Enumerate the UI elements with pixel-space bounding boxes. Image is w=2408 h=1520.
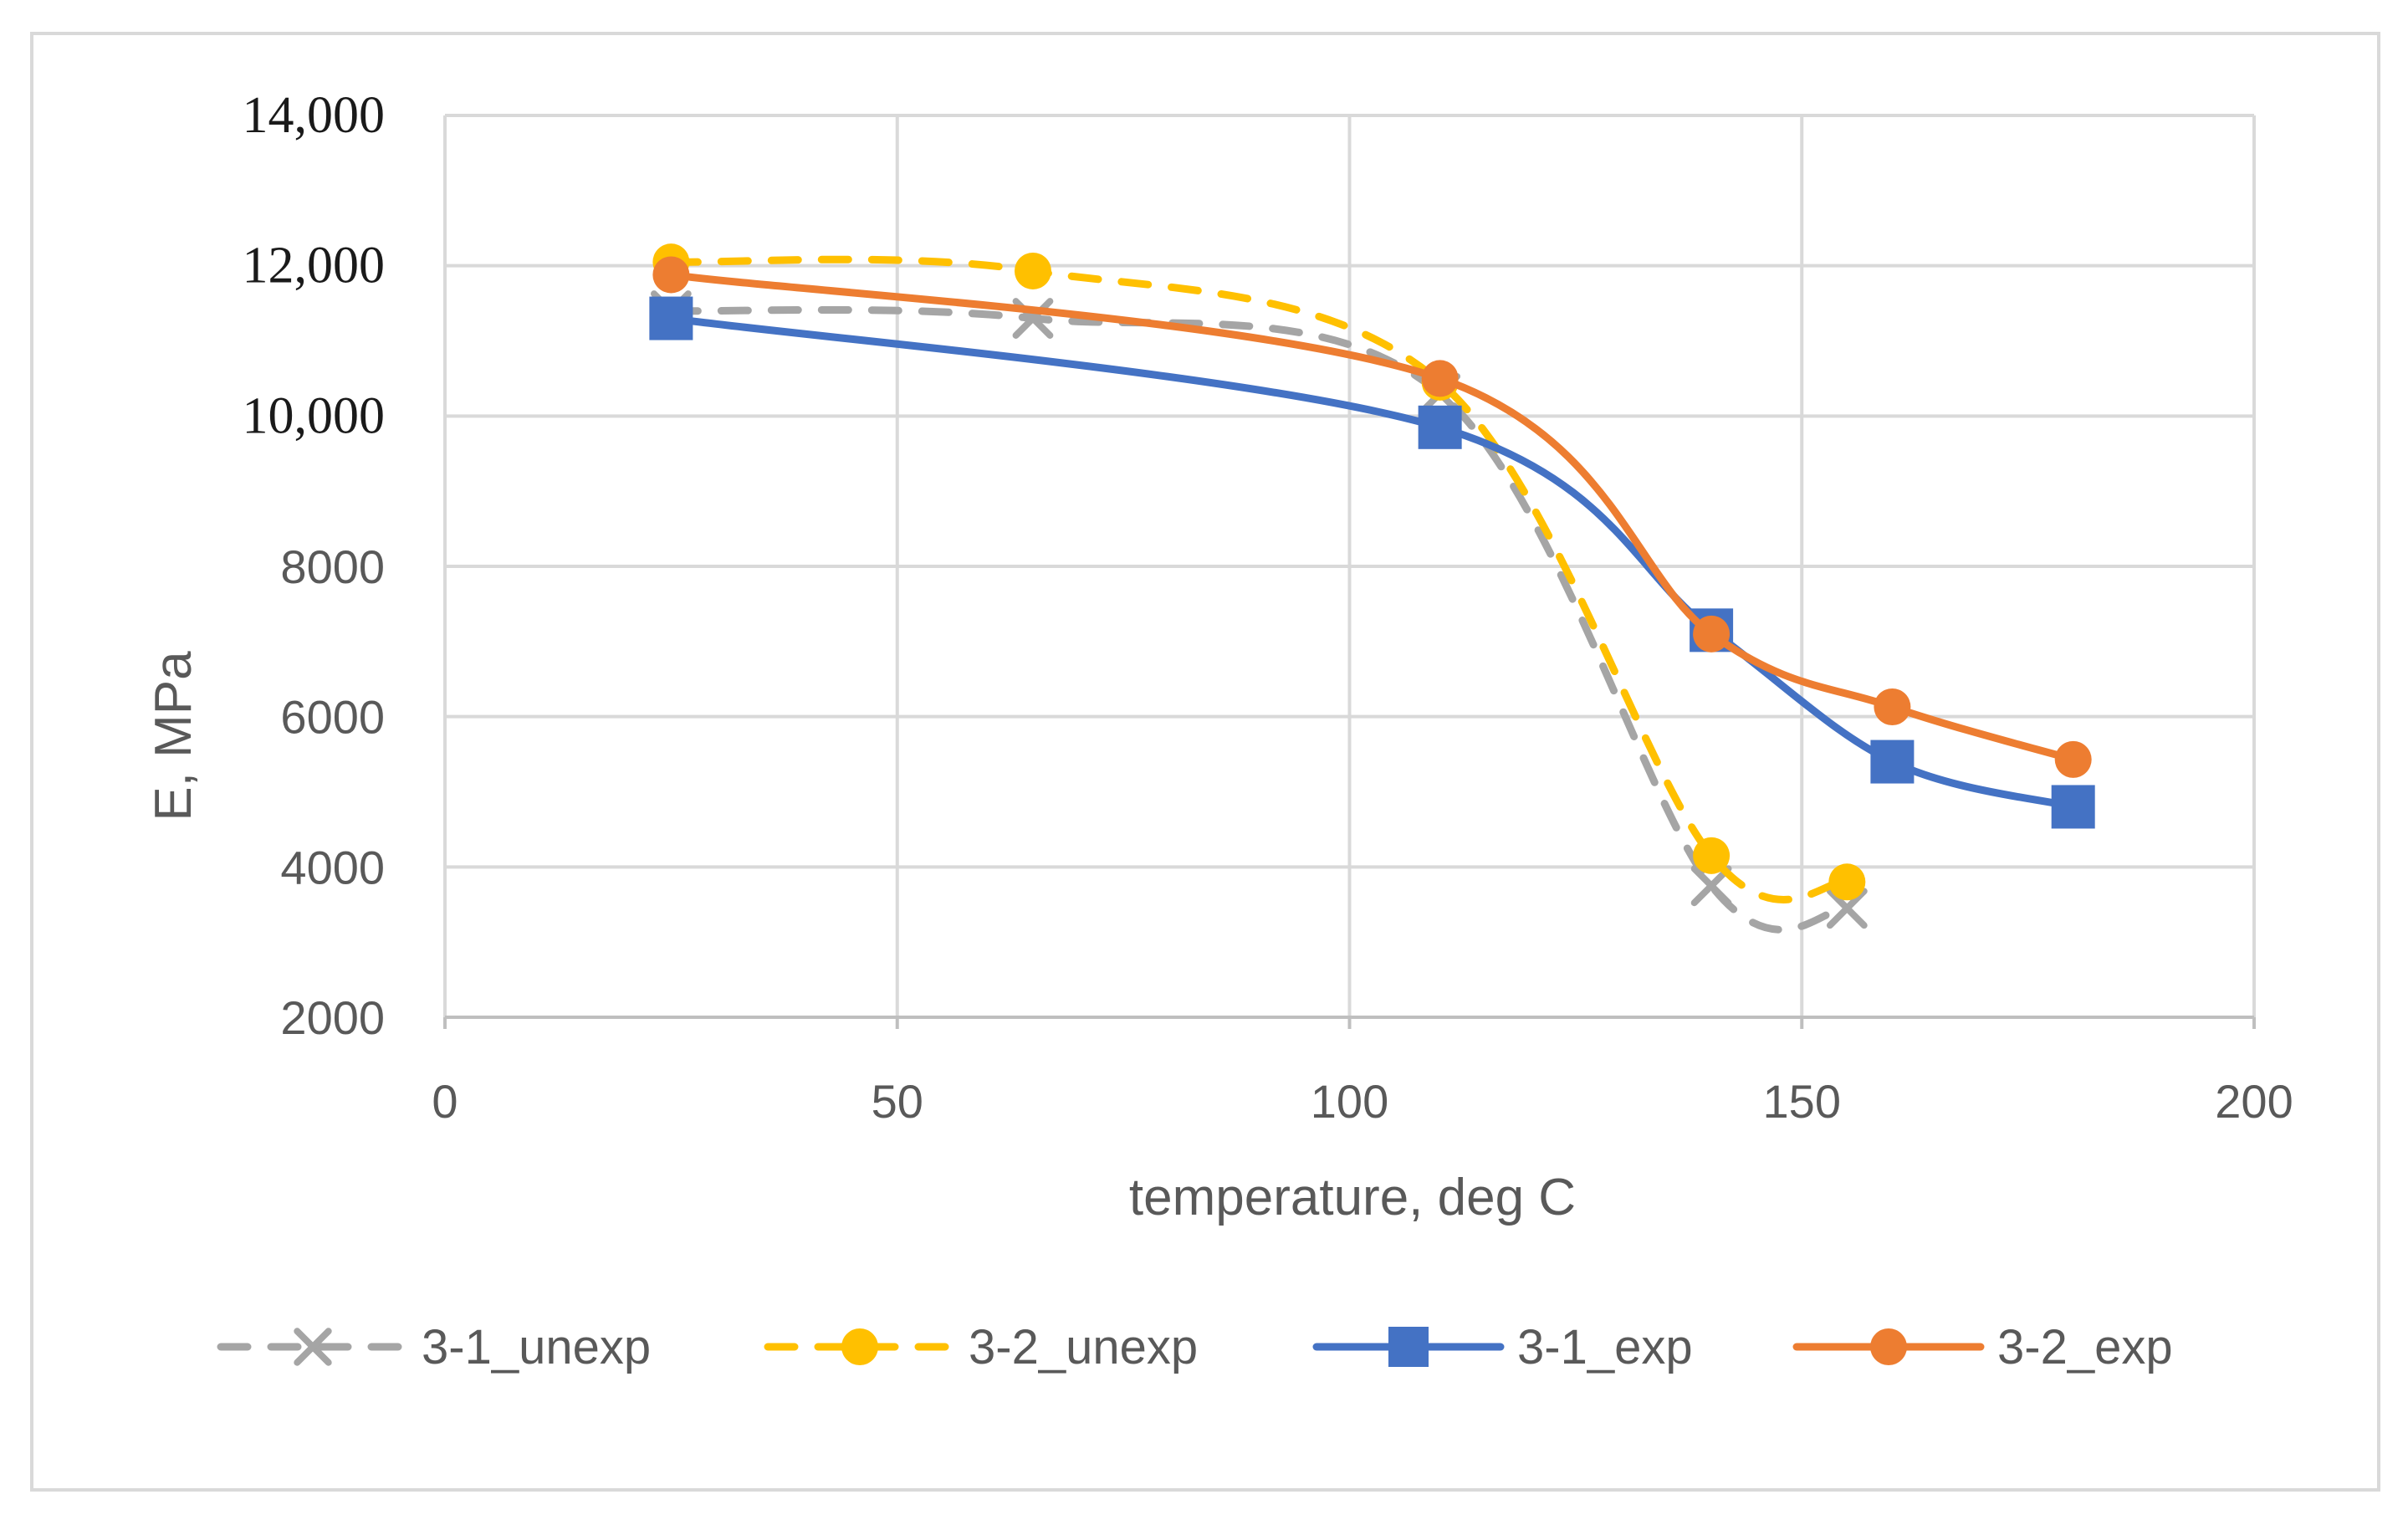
legend: 3-1_unexp 3-2_unexp 3-1_exp 3-2_exp xyxy=(217,1320,2173,1374)
data-point xyxy=(2054,740,2092,778)
marker-x-stroke xyxy=(1690,865,1732,907)
legend-label: 3-2_unexp xyxy=(969,1320,1198,1374)
legend-label: 3-1_unexp xyxy=(422,1320,651,1374)
axes xyxy=(443,115,2256,1029)
data-point xyxy=(1870,740,1915,784)
data-point xyxy=(2051,785,2095,829)
legend-item-3-2_exp: 3-2_exp xyxy=(1792,1320,2173,1374)
x-tick-label: 150 xyxy=(1763,1075,1841,1128)
series-group xyxy=(649,243,2095,934)
x-tick-label: 100 xyxy=(1311,1075,1388,1128)
tick-labels: 2000 4000 6000 8000 10,000 12,000 14,000 0 50 100… xyxy=(243,87,2293,1128)
data-point xyxy=(1828,863,1866,901)
y-tick-label: 12,000 xyxy=(243,238,386,294)
x-tick-label: 50 xyxy=(872,1075,923,1128)
y-tick-label: 8000 xyxy=(280,540,385,593)
y-axis-title: E, MPa xyxy=(145,651,202,821)
series-line xyxy=(667,270,2078,764)
data-point xyxy=(1014,252,1051,289)
data-point xyxy=(1690,865,1732,907)
y-tick-label: 6000 xyxy=(280,691,385,744)
x-tick-label: 200 xyxy=(2215,1075,2293,1128)
series-line xyxy=(667,315,2078,811)
x-tick-label: 0 xyxy=(432,1075,458,1128)
data-point xyxy=(1421,360,1459,397)
series-line xyxy=(667,305,1851,934)
gridlines xyxy=(445,114,2256,1017)
series-3-1_exp xyxy=(649,296,2095,829)
legend-item-3-2_unexp: 3-2_unexp xyxy=(764,1320,1198,1374)
marker-x-stroke xyxy=(1826,888,1868,929)
y-tick-label: 2000 xyxy=(280,991,385,1044)
chart-frame xyxy=(30,32,2380,1492)
marker-x-stroke xyxy=(294,1328,332,1366)
x-axis-title: temperature, deg C xyxy=(1129,1169,1576,1226)
legend-marker xyxy=(841,1328,878,1365)
series-line xyxy=(667,255,1851,903)
legend-label: 3-1_exp xyxy=(1517,1320,1693,1374)
legend-marker xyxy=(1388,1327,1429,1367)
data-point xyxy=(1826,888,1868,929)
series-3-2_exp xyxy=(652,256,2092,778)
legend-item-3-1_exp: 3-1_exp xyxy=(1312,1320,1693,1374)
data-point xyxy=(1693,615,1731,653)
data-point xyxy=(649,296,693,340)
legend-marker xyxy=(1870,1328,1907,1365)
legend-label: 3-2_exp xyxy=(1997,1320,2173,1374)
data-point xyxy=(1693,837,1731,874)
marker-x-stroke xyxy=(1012,298,1054,339)
legend-marker xyxy=(294,1328,332,1366)
data-point xyxy=(1418,405,1462,449)
y-tick-label: 14,000 xyxy=(243,87,386,144)
legend-item-3-1_unexp: 3-1_unexp xyxy=(217,1320,651,1374)
data-point xyxy=(652,256,690,294)
data-point xyxy=(1874,688,1911,725)
y-tick-label: 10,000 xyxy=(243,387,386,444)
y-tick-label: 4000 xyxy=(280,841,385,893)
